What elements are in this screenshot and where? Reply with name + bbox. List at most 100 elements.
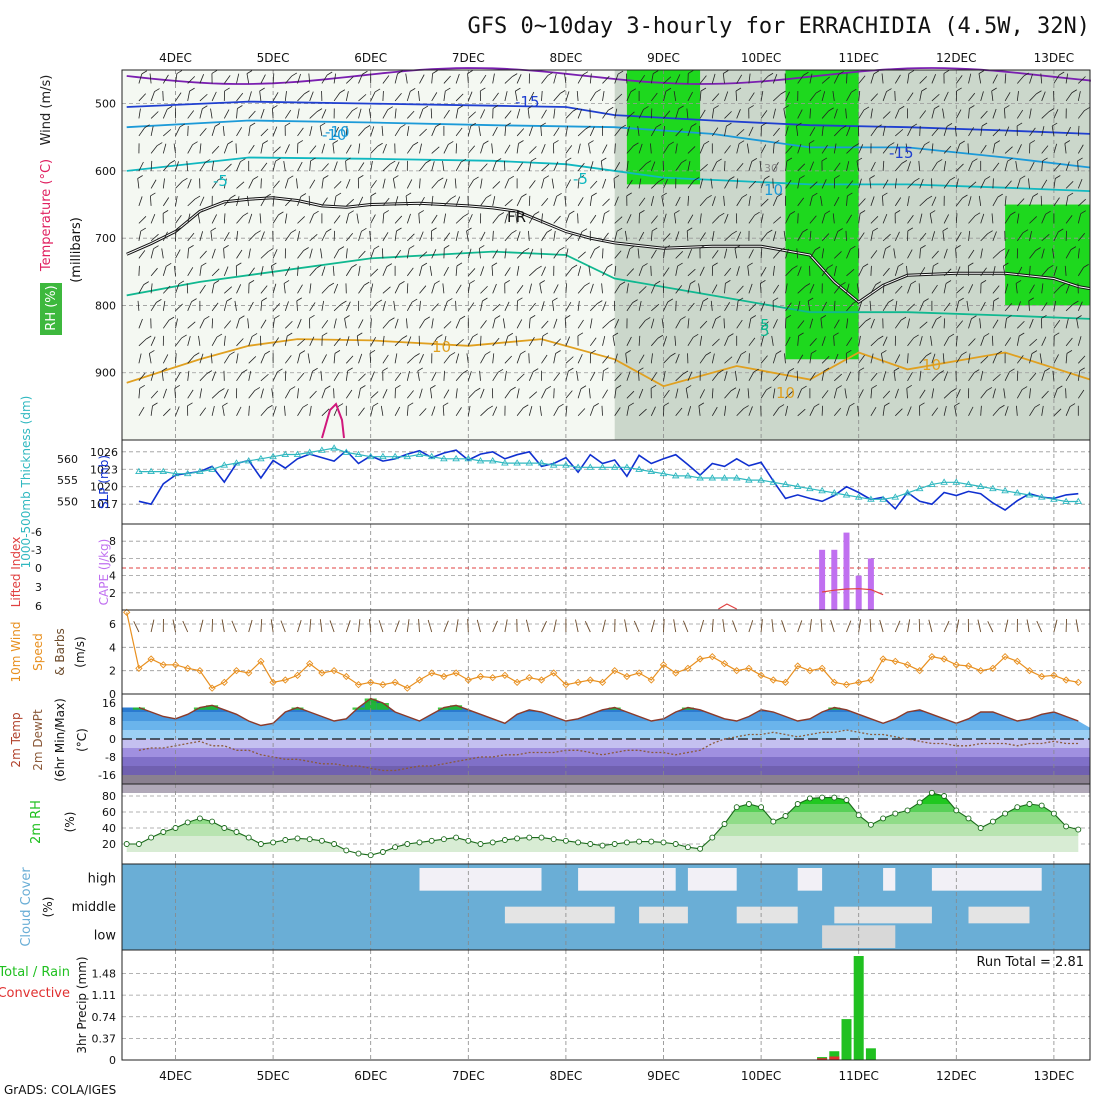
wind-barb (248, 405, 250, 416)
contour-label: -5 (213, 172, 228, 190)
wind-barb (260, 266, 264, 276)
wind-speed-point (293, 671, 302, 679)
wind-barb (687, 195, 689, 206)
wind-barb (297, 407, 304, 416)
wind-barb (931, 108, 935, 119)
wind-barb (1065, 181, 1074, 189)
wind-barb (942, 353, 945, 364)
wind-barb (675, 285, 683, 294)
wind-barb (785, 91, 790, 102)
wind-barb (834, 251, 842, 259)
wind-barb (348, 210, 354, 215)
wind-barb (272, 406, 277, 416)
wind-barb (199, 196, 205, 207)
wind-barb (1077, 389, 1085, 399)
wind-barb (223, 248, 225, 259)
cloud-clear-segment (687, 868, 737, 891)
wind-barb (833, 353, 839, 364)
wind-barb (406, 390, 414, 399)
wind-barb (362, 70, 368, 75)
wind-barb (645, 317, 651, 321)
wind-barb (1004, 303, 1013, 312)
wind-barb (738, 140, 745, 145)
wind-barb (626, 91, 632, 102)
wind-barb-10m (673, 619, 677, 633)
wind-barb (687, 214, 694, 224)
wind-barb (589, 214, 597, 224)
wind-barb-10m (820, 619, 823, 633)
wind-barb (216, 333, 223, 338)
wind-barb (650, 406, 656, 416)
wind-barb (893, 248, 896, 259)
wind-barb (650, 249, 657, 259)
rh-point (514, 835, 521, 842)
wind-barb (773, 140, 780, 144)
wind-barb (204, 315, 210, 320)
wind-barb (736, 408, 744, 417)
wind-barb (1052, 370, 1055, 381)
wind-barb (284, 75, 293, 84)
wind-barb (297, 388, 299, 399)
wind-barb (870, 407, 877, 416)
wind-barb (577, 197, 584, 207)
wind-barb (687, 318, 690, 329)
wind-barb (529, 391, 538, 399)
wind-barb (699, 164, 708, 172)
wind-barb (333, 388, 335, 399)
wind-barb (382, 301, 386, 311)
wind-barb (1064, 265, 1067, 276)
wind-barb-10m (394, 620, 400, 633)
wind-barb (223, 388, 229, 399)
wind-barb (846, 249, 851, 259)
wind-barb (992, 74, 998, 84)
wind-tick-label: 6 (109, 618, 116, 631)
wind-barb (141, 70, 148, 75)
wind-barb (321, 266, 326, 276)
wind-barb (1077, 336, 1082, 346)
wind-barb (360, 385, 366, 389)
thickness-point (354, 450, 363, 457)
wind-barb (199, 373, 208, 382)
wind-barb (338, 246, 345, 250)
wind-barb (943, 145, 952, 154)
wind-barb (824, 210, 831, 215)
wind-barb (528, 353, 530, 364)
wind-barb (442, 160, 445, 171)
wind-barb (480, 335, 482, 346)
thickness-point (964, 480, 973, 487)
wind-barb (968, 318, 972, 329)
wind-speed-point (269, 678, 277, 686)
wind-barb (456, 262, 463, 267)
li-tick-label: 0 (35, 562, 42, 575)
wind-barb (943, 248, 948, 259)
wind-barb (309, 268, 317, 277)
wind-barb-10m (1053, 619, 1058, 633)
wind-barb (162, 178, 165, 189)
wind-speed-point (952, 661, 960, 669)
wind-barb (894, 90, 896, 101)
wind-barb (271, 262, 277, 267)
wind-barb (858, 178, 862, 189)
wind-barb (1053, 74, 1060, 84)
wind-barb (873, 70, 880, 75)
wind-barb (625, 73, 628, 84)
wind-barb (1022, 229, 1029, 234)
wind-barb (710, 300, 713, 311)
wind-barb (545, 385, 552, 390)
wind-barb (1044, 367, 1050, 372)
wind-barb (467, 248, 472, 259)
wind-barb (431, 180, 439, 189)
wind-barb (274, 315, 280, 319)
wind-barb (297, 318, 302, 329)
wind-barb (504, 248, 507, 259)
rh-point (453, 834, 460, 841)
wind-barb (1070, 246, 1077, 250)
wind-barb-10m (846, 620, 852, 633)
cloud-clear-segment (883, 868, 896, 891)
thickness-point (586, 463, 595, 470)
wind-barb (175, 353, 177, 364)
wind-barb (1029, 407, 1036, 416)
wind-barb (602, 75, 610, 84)
wind-barb (702, 297, 709, 302)
wind-barb (335, 192, 342, 197)
